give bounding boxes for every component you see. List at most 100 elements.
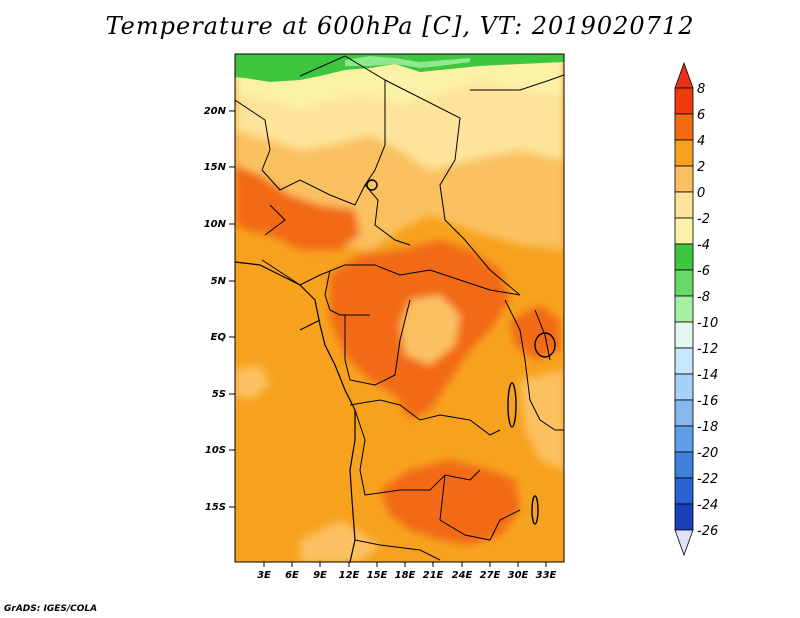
- border-cameroon: [324, 269, 370, 316]
- field-dark-orange-west: [235, 165, 360, 250]
- lakes-outline: [366, 179, 556, 525]
- colorbar-swatch-10: [674, 321, 694, 349]
- colorbar-swatch-7: [674, 243, 694, 271]
- lat-label-15s: 15S: [205, 502, 226, 513]
- lake-victoria: [534, 332, 556, 358]
- colorbar-label-minus16: -16: [697, 394, 718, 409]
- colorbar-swatch-16: [674, 477, 694, 505]
- lon-label-3e: 3E: [257, 570, 271, 581]
- colorbar-swatch-4: [674, 165, 694, 193]
- lon-tick-12e: 12E: [339, 562, 360, 581]
- lon-tick-18e: 18E: [395, 562, 416, 581]
- lat-label-10s: 10S: [205, 445, 226, 456]
- lat-tick-10n: 10N: [204, 219, 235, 230]
- colorbar-swatch-2: [674, 113, 694, 141]
- border-angola: [354, 409, 481, 496]
- lake-tanganyika: [507, 382, 517, 428]
- lat-label-10n: 10N: [204, 219, 227, 230]
- border-sudan: [299, 55, 521, 296]
- colorbar-swatch-8: [674, 269, 694, 297]
- border-west: [235, 99, 271, 171]
- border-lakes: [504, 299, 564, 431]
- field-light-green-patch: [345, 56, 470, 68]
- field-green-band: [235, 54, 564, 82]
- lat-label-20n: 20N: [204, 106, 227, 117]
- colorbar-label-minus12: -12: [697, 342, 718, 357]
- atlantic-coastline: [235, 261, 356, 562]
- lon-label-24e: 24E: [452, 570, 473, 581]
- border-benin: [264, 204, 286, 236]
- field-light-orange-southwest: [235, 365, 270, 400]
- lat-label-5s: 5S: [212, 389, 226, 400]
- lon-tick-15e: 15E: [367, 562, 388, 581]
- lat-tick-eq: EQ: [211, 332, 235, 343]
- latitude-axis: 20N 15N 10N 5N EQ 5S 10S 15S: [204, 106, 235, 513]
- border-gabon: [299, 319, 321, 331]
- lat-tick-20n: 20N: [204, 106, 235, 117]
- colorbar-label-minus6: -6: [697, 264, 710, 279]
- border-egypt: [470, 74, 564, 91]
- colorbar-label-minus4: -4: [697, 238, 710, 253]
- lake-chad: [366, 179, 378, 191]
- colorbar-swatch-15: [674, 451, 694, 479]
- colorbar-label-4: 4: [697, 134, 705, 149]
- lon-tick-21e: 21E: [423, 562, 444, 581]
- colorbar-swatch-13: [674, 399, 694, 427]
- field-light-orange-center: [400, 295, 460, 365]
- colorbar-label-2: 2: [697, 160, 705, 175]
- country-borders: [235, 55, 564, 561]
- colorbar-swatch-5: [674, 191, 694, 219]
- colorbar-label-minus2: -2: [697, 212, 710, 227]
- colorbar-swatch-6: [674, 217, 694, 245]
- colorbar-label-minus8: -8: [697, 290, 710, 305]
- border-car: [261, 259, 521, 296]
- lat-tick-5s: 5S: [212, 389, 235, 400]
- field-light-orange-south: [300, 520, 380, 562]
- lat-label-5n: 5N: [211, 276, 227, 287]
- lat-tick-15n: 15N: [204, 162, 235, 173]
- border-namibia: [354, 539, 441, 561]
- colorbar-swatch-3: [674, 139, 694, 167]
- colorbar-swatch-1: [674, 87, 694, 115]
- colorbar-swatch-11: [674, 347, 694, 375]
- lon-label-21e: 21E: [423, 570, 444, 581]
- field-dark-orange-south: [380, 460, 520, 545]
- colorbar-swatch-9: [674, 295, 694, 323]
- lon-tick-24e: 24E: [452, 562, 473, 581]
- lat-tick-10s: 10S: [205, 445, 235, 456]
- colorbar-bottom-arrow: [674, 529, 694, 557]
- border-congo: [344, 299, 411, 386]
- map-frame: [234, 53, 565, 563]
- map-title: Temperature at 600hPa [C], VT: 201902071…: [105, 12, 695, 40]
- grads-credit: GrADS: IGES/COLA: [4, 604, 98, 614]
- border-chad: [364, 80, 411, 246]
- lon-tick-27e: 27E: [480, 562, 501, 581]
- border-uganda: [534, 309, 551, 361]
- lat-label-eq: EQ: [211, 332, 227, 343]
- colorbar-swatch-12: [674, 373, 694, 401]
- border-zambia: [439, 474, 521, 541]
- colorbar-swatch-14: [674, 425, 694, 453]
- colorbar-label-minus14: -14: [697, 368, 718, 383]
- colorbar-label-6: 6: [697, 108, 705, 123]
- lon-label-9e: 9E: [313, 570, 327, 581]
- lon-label-6e: 6E: [285, 570, 299, 581]
- colorbar-label-minus20: -20: [697, 446, 718, 461]
- lat-label-15n: 15N: [204, 162, 227, 173]
- longitude-axis: 3E 6E 9E 12E 15E 18E 21E 24E 27E 30E 33E: [257, 562, 557, 581]
- field-light-orange-east: [520, 370, 564, 470]
- colorbar-label-minus10: -10: [697, 316, 718, 331]
- lon-tick-9e: 9E: [313, 562, 327, 581]
- lon-tick-6e: 6E: [285, 562, 299, 581]
- lon-label-33e: 33E: [536, 570, 557, 581]
- colorbar-label-minus18: -18: [697, 420, 718, 435]
- colorbar-label-0: 0: [697, 186, 705, 201]
- colorbar-top-arrow: [674, 61, 694, 89]
- colorbar-label-minus26: -26: [697, 524, 718, 539]
- lon-label-12e: 12E: [339, 570, 360, 581]
- colorbar: 8 6 4 2 0 -2 -4 -6 -8 -10 -12 -14 -16 -1…: [674, 61, 718, 557]
- lon-tick-3e: 3E: [257, 562, 271, 581]
- lon-label-30e: 30E: [508, 570, 529, 581]
- border-drc-angola: [349, 399, 501, 436]
